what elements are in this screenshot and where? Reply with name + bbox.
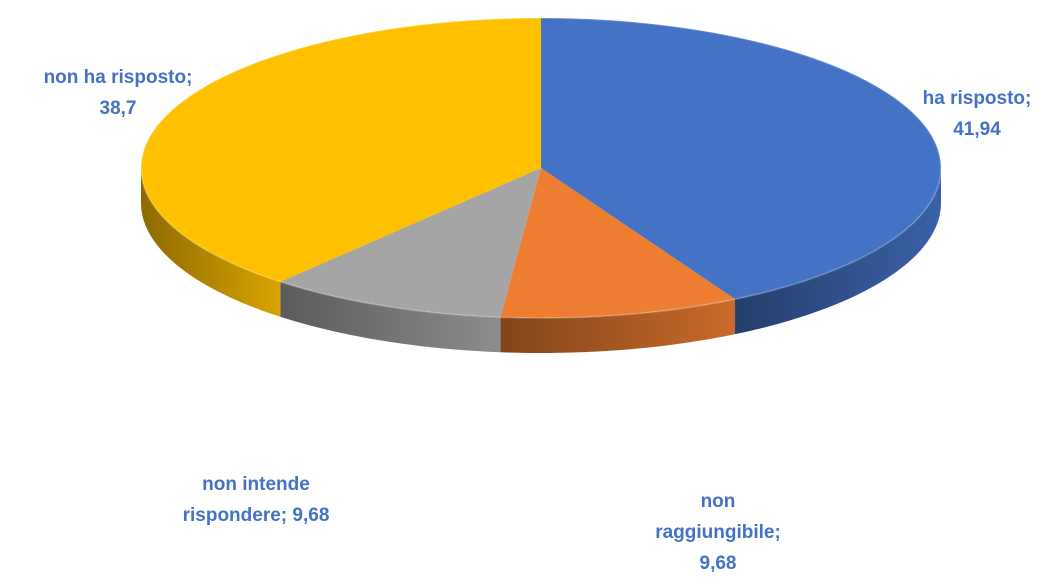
data-label-line: non ha risposto; bbox=[44, 67, 193, 88]
data-label-line: raggiungibile; bbox=[655, 522, 781, 543]
pie-slice-side-non-ha-risposto bbox=[141, 168, 281, 317]
pie-slice-non-ha-risposto bbox=[141, 18, 541, 282]
pie-slice-non-raggiungibile bbox=[500, 168, 736, 318]
data-label-line: non bbox=[701, 491, 736, 512]
data-label-line: 38,7 bbox=[100, 98, 137, 119]
data-label-line: 9,68 bbox=[700, 553, 737, 574]
pie-side-faces bbox=[141, 168, 941, 353]
data-label-line: rispondere; 9,68 bbox=[183, 505, 330, 526]
data-label-non-ha-risposto: non ha risposto; 38,7 bbox=[44, 67, 193, 119]
pie-slice-side-non-intende-rispondere bbox=[280, 281, 501, 353]
data-label-ha-risposto: ha risposto; 41,94 bbox=[923, 88, 1032, 140]
data-label-line: non intende bbox=[202, 474, 310, 495]
pie-slice-side-non-raggiungibile bbox=[500, 299, 736, 353]
pie-slice-ha-risposto bbox=[541, 18, 941, 300]
data-label-non-intende-rispondere: non intende rispondere; 9,68 bbox=[183, 474, 330, 526]
pie-top-faces bbox=[141, 18, 941, 318]
data-label-line: 41,94 bbox=[953, 119, 1001, 140]
data-label-non-raggiungibile: non raggiungibile; 9,68 bbox=[655, 491, 781, 574]
pie-rim-highlight bbox=[140, 17, 942, 319]
pie-slice-non-intende-rispondere bbox=[280, 168, 541, 318]
data-label-line: ha risposto; bbox=[923, 88, 1032, 109]
pie-slice-side-ha-risposto bbox=[735, 168, 941, 335]
